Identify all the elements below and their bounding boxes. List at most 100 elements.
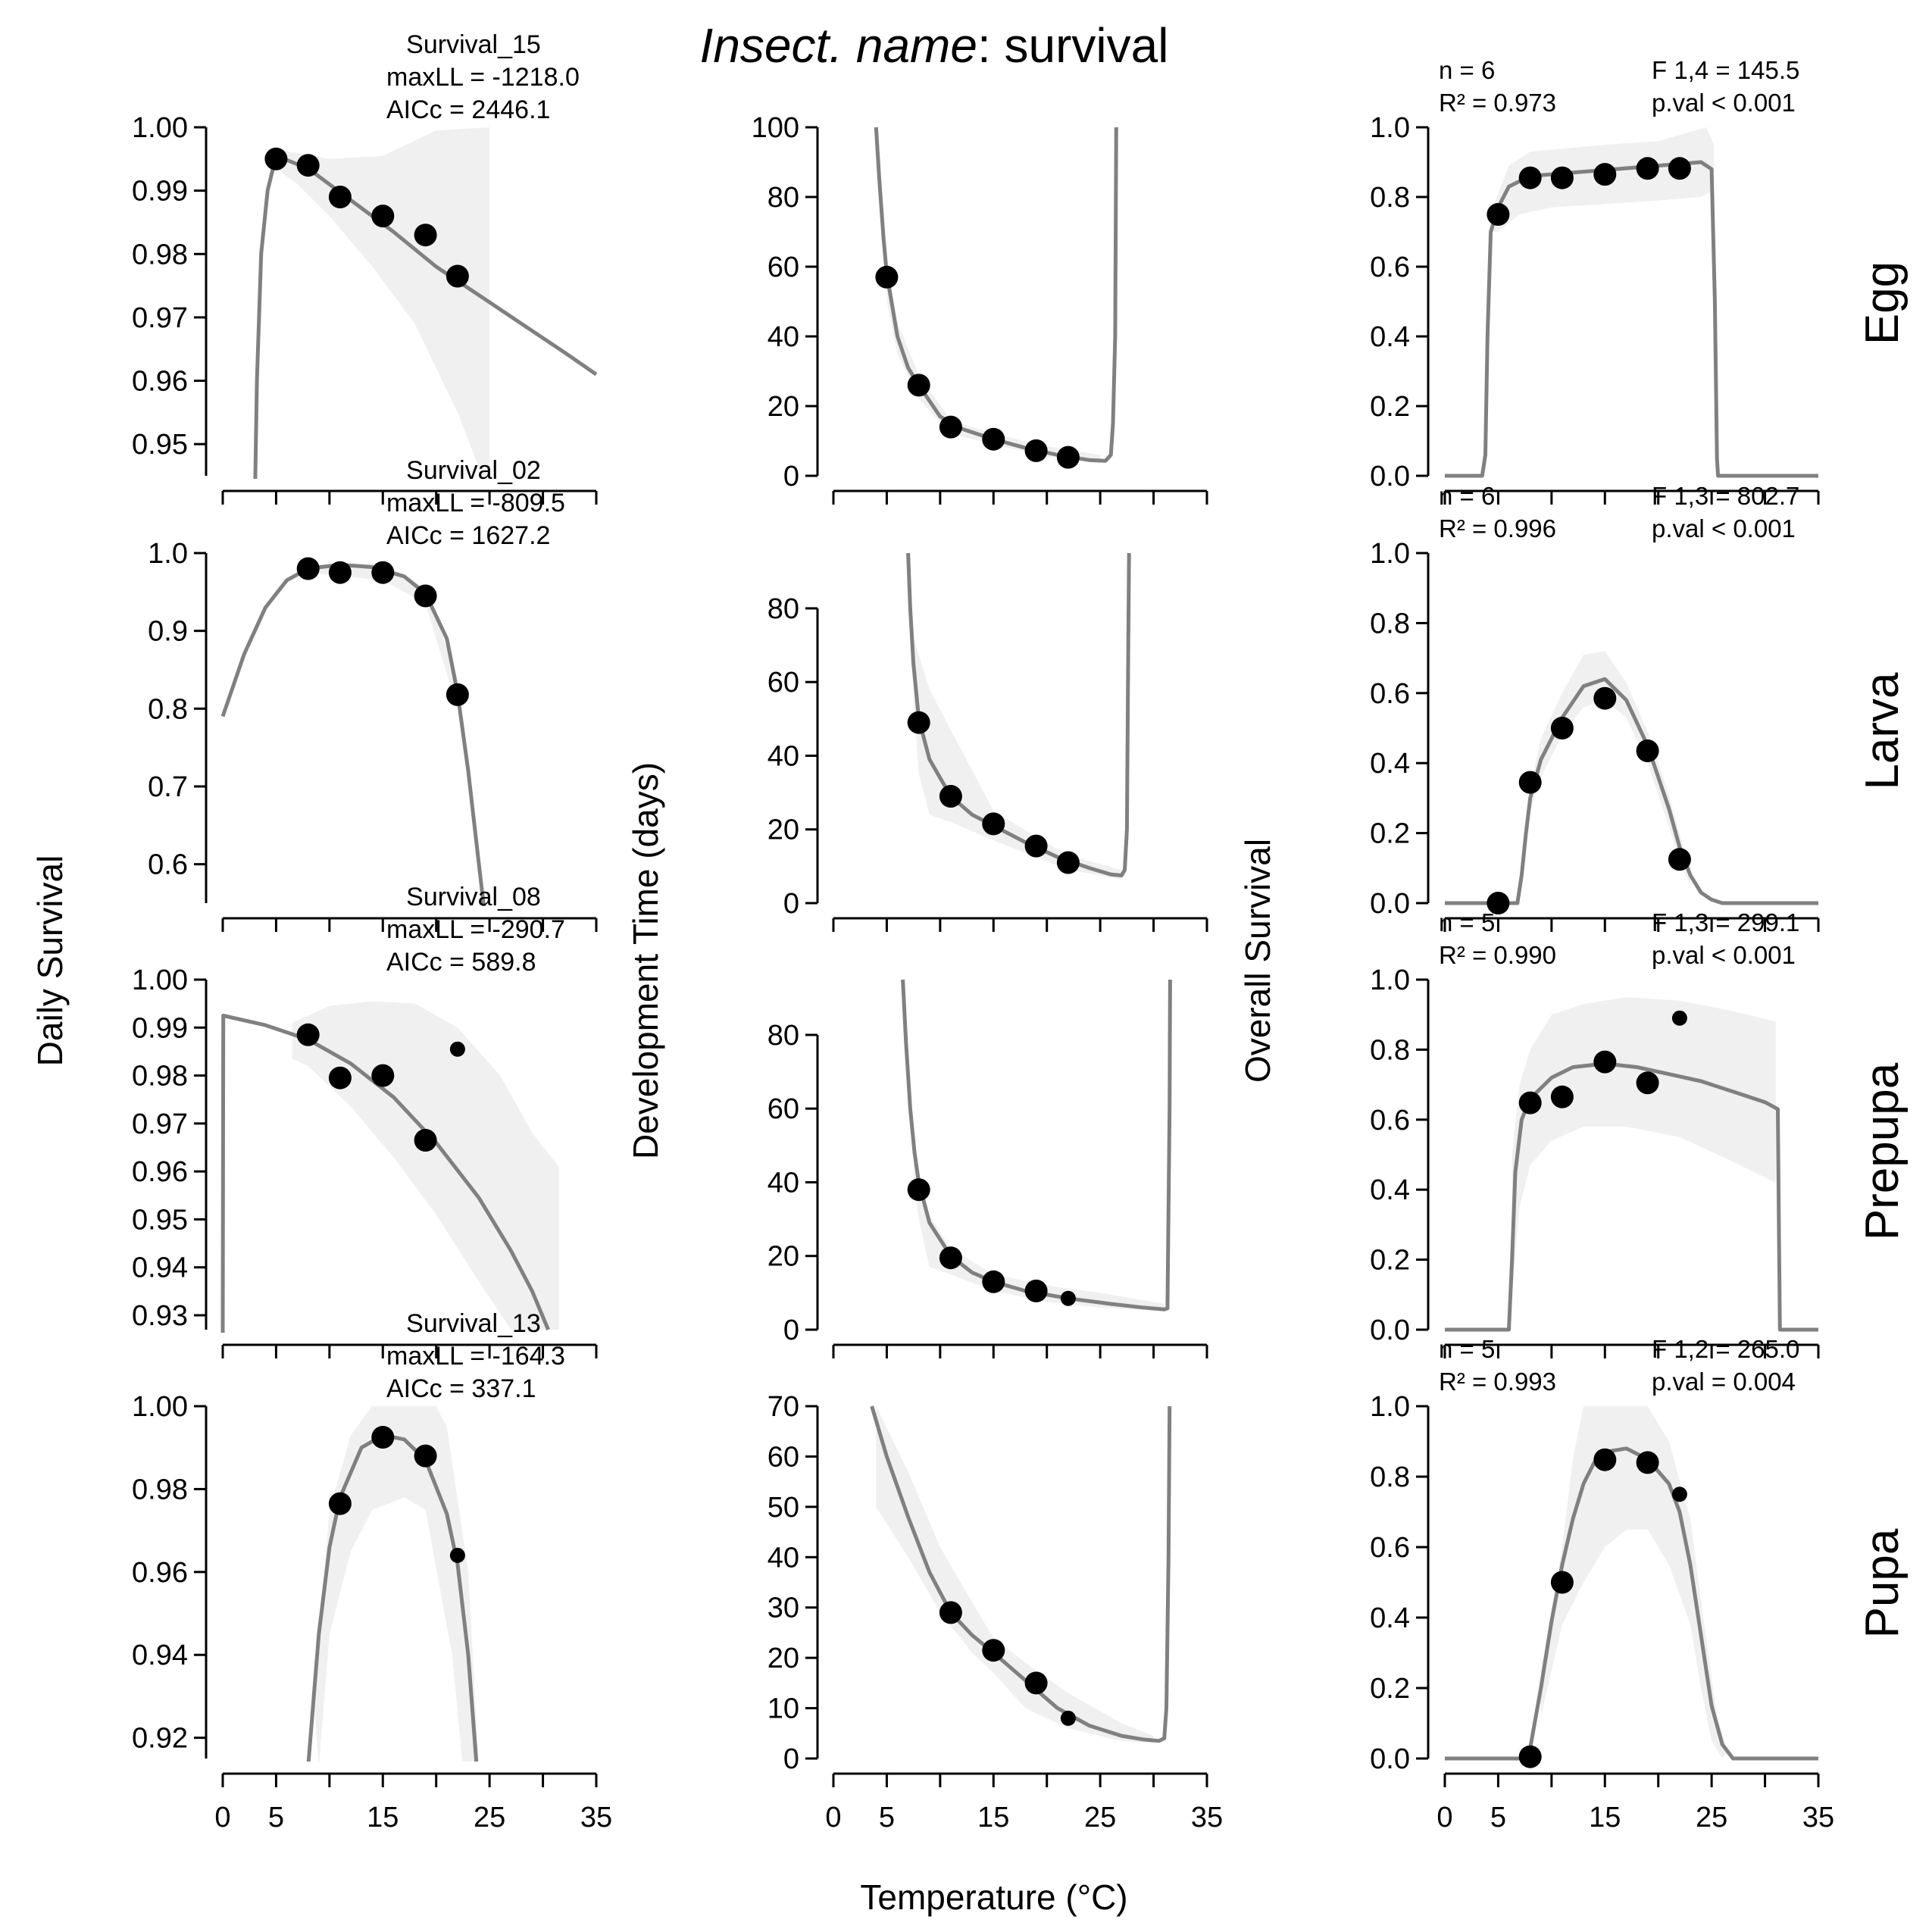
y-tick-label: 0.95 [132, 429, 188, 461]
plot-area [220, 1001, 559, 1333]
panel-pupa-daily-survival: 0.92 0.94 0.96 0.98 1.00 0 5 15 25 35 Survival_13m… [132, 1309, 612, 1834]
panel-grid: EggLarvaPrepupaPupa0.950.960.970.980.991… [132, 30, 1909, 1834]
data-point [1593, 163, 1617, 186]
model-aicc: AICc = 589.8 [386, 948, 536, 977]
data-point [328, 1492, 352, 1515]
stat-f: F 1,2 = 265.0 [1652, 1335, 1799, 1363]
y-tick-label: 0.94 [132, 1252, 188, 1284]
y-tick-label: 60 [767, 1441, 799, 1473]
data-point [1668, 848, 1691, 871]
model-aicc: AICc = 337.1 [386, 1374, 536, 1403]
y-tick-label: 0.96 [132, 1156, 188, 1188]
fitted-curve [1445, 677, 1818, 905]
x-tick-label: 0 [1436, 1802, 1452, 1834]
data-point [1671, 1487, 1687, 1502]
data-point [1487, 892, 1510, 914]
y-tick-label: 0.8 [1370, 608, 1410, 639]
stage-label-egg: Egg [1856, 261, 1909, 345]
y-tick-label: 20 [767, 1643, 799, 1674]
y-tick-label: 0.96 [132, 1557, 188, 1589]
panel-egg-overall-survival: 0.0 0.2 0.4 0.6 0.8 1.0 n = 6 R² = 0.973 F 1,4 =… [1370, 56, 1820, 505]
model-maxll: maxLL = -290.7 [386, 915, 565, 944]
data-point [371, 561, 395, 584]
data-point [1518, 1091, 1542, 1114]
title-italic: Insect. name [700, 18, 977, 73]
y-tick-label: 0.2 [1370, 1673, 1410, 1705]
data-point [371, 1064, 395, 1087]
data-point [371, 205, 395, 228]
x-tick-label: 25 [474, 1802, 505, 1834]
data-point [414, 1129, 437, 1152]
y-tick-label: 10 [767, 1693, 799, 1725]
data-point [1060, 1290, 1076, 1306]
data-point [1550, 1571, 1574, 1594]
panel-egg-development-time: 0 20 40 60 80 100 [752, 112, 1208, 505]
data-point [1518, 1745, 1542, 1768]
y-tick-label: 80 [767, 1020, 799, 1052]
y-tick-label: 0.4 [1370, 1174, 1410, 1206]
y-tick-label: 0.8 [148, 693, 188, 725]
data-point [1636, 157, 1659, 180]
model-name: Survival_02 [406, 456, 541, 485]
plot-area [906, 552, 1131, 880]
stat-r2: R² = 0.990 [1439, 941, 1556, 969]
data-point [1636, 1451, 1659, 1474]
confidence-band [1512, 997, 1776, 1295]
y-tick-label: 1.0 [148, 538, 188, 570]
data-point [1550, 1085, 1574, 1108]
data-point [296, 557, 320, 580]
y-tick-label: 40 [767, 740, 799, 772]
data-point [907, 374, 930, 397]
data-point [1593, 686, 1617, 710]
y-tick-label: 0.98 [132, 1474, 188, 1505]
fitted-curve [1445, 1061, 1818, 1332]
plot-area [1445, 127, 1818, 478]
data-point [328, 1066, 352, 1089]
data-point [1024, 1671, 1048, 1695]
model-aicc: AICc = 1627.2 [386, 521, 550, 550]
confidence-band [276, 127, 490, 479]
fitted-curve [1445, 1446, 1818, 1761]
stage-label-larva: Larva [1856, 672, 1909, 790]
y-tick-label: 1.0 [1370, 112, 1410, 144]
panel-larva-development-time: 0 20 40 60 80 [767, 552, 1208, 932]
data-point [939, 415, 962, 439]
y-tick-label: 0 [783, 1315, 799, 1346]
y-tick-label: 0.98 [132, 1061, 188, 1093]
data-point [982, 1270, 1005, 1293]
data-point [296, 154, 320, 177]
data-point [939, 1246, 962, 1270]
y-tick-label: 0.6 [1370, 1105, 1410, 1136]
stat-p: p.val < 0.001 [1652, 89, 1796, 117]
x-axis-label: Temperature (°C) [860, 1877, 1127, 1917]
panel-larva-overall-survival: 0.0 0.2 0.4 0.6 0.8 1.0 n = 6 R² = 0.996 F 1,3 =… [1370, 482, 1820, 932]
data-point [414, 1444, 437, 1468]
x-tick-label: 0 [825, 1802, 841, 1834]
data-point [449, 1041, 465, 1057]
data-point [1593, 1050, 1617, 1074]
data-point [328, 186, 352, 208]
plot-area [1445, 1406, 1818, 1761]
data-point [982, 427, 1005, 451]
stat-n: n = 5 [1439, 1335, 1495, 1363]
y-tick-label: 0.8 [1370, 1034, 1410, 1066]
stat-n: n = 6 [1439, 482, 1495, 510]
panel-prepupa-development-time: 0 20 40 60 80 [767, 979, 1208, 1358]
y-tick-label: 0.97 [132, 1108, 188, 1140]
y-tick-label: 0.6 [1370, 1532, 1410, 1564]
confidence-band [886, 259, 1101, 464]
y-tick-label: 0.0 [1370, 1315, 1410, 1346]
y-tick-label: 40 [767, 1167, 799, 1199]
y-tick-label: 0.0 [1370, 888, 1410, 920]
title-rest: : survival [977, 18, 1169, 73]
stat-p: p.val < 0.001 [1652, 514, 1796, 542]
data-point [1056, 851, 1080, 874]
plot-area [1445, 651, 1818, 905]
y-tick-label: 0.6 [1370, 678, 1410, 710]
x-tick-label: 15 [977, 1802, 1009, 1834]
y-tick-label: 1.00 [132, 1391, 188, 1423]
data-point [1550, 166, 1574, 189]
plot-area [874, 127, 1118, 464]
model-name: Survival_13 [406, 1309, 541, 1338]
